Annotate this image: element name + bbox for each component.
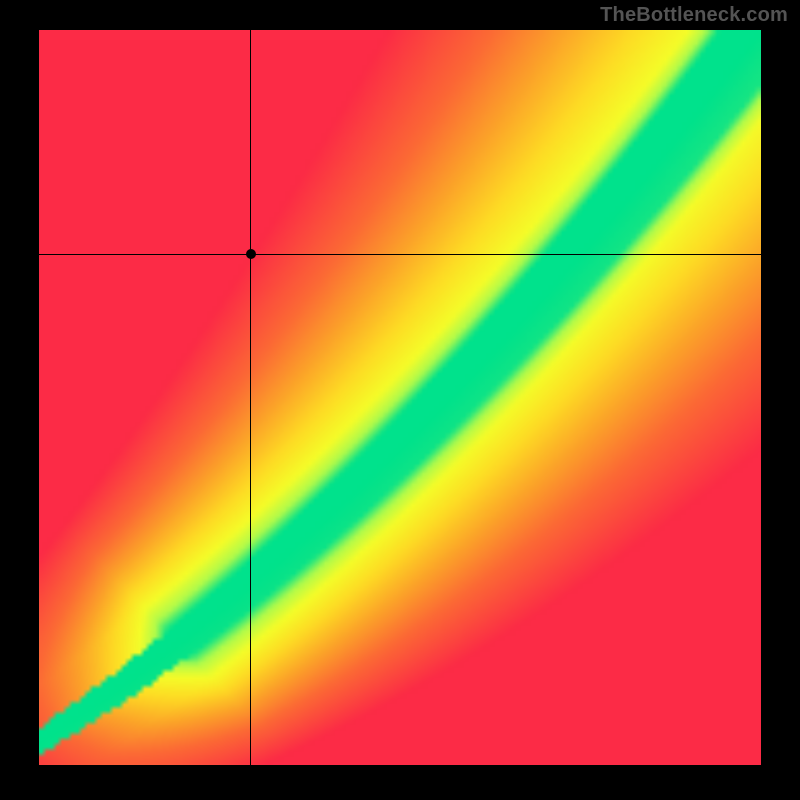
heatmap-plot — [39, 30, 761, 765]
watermark-text: TheBottleneck.com — [600, 4, 788, 27]
crosshair-horizontal — [39, 254, 761, 255]
heatmap-canvas — [39, 30, 761, 765]
crosshair-vertical — [250, 30, 251, 765]
crosshair-marker — [246, 249, 256, 259]
